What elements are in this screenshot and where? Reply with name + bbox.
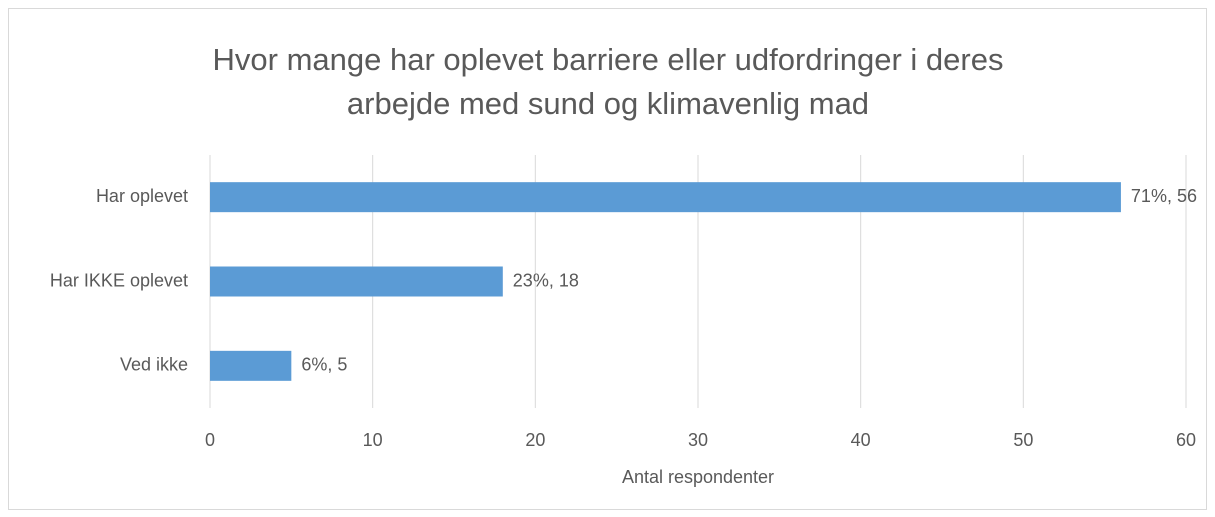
x-tick-label: 0 <box>205 430 215 450</box>
y-tick-label: Ved ikke <box>120 355 188 375</box>
chart-title: Hvor mange har oplevet barriere eller ud… <box>212 42 1004 121</box>
data-label: 6%, 5 <box>301 355 347 375</box>
chart-frame <box>8 8 1207 510</box>
y-tick-label: Har IKKE oplevet <box>50 270 188 290</box>
x-tick-label: 50 <box>1013 430 1033 450</box>
y-tick-label: Har oplevet <box>96 186 188 206</box>
x-tick-label: 30 <box>688 430 708 450</box>
x-tick-label: 40 <box>851 430 871 450</box>
data-label: 23%, 18 <box>513 270 579 290</box>
bar <box>210 350 292 381</box>
data-label: 71%, 56 <box>1131 186 1197 206</box>
bar <box>210 266 503 297</box>
x-tick-label: 20 <box>525 430 545 450</box>
x-tick-label: 60 <box>1176 430 1196 450</box>
x-tick-label: 10 <box>363 430 383 450</box>
bar <box>210 182 1121 213</box>
x-axis-title: Antal respondenter <box>622 467 774 487</box>
